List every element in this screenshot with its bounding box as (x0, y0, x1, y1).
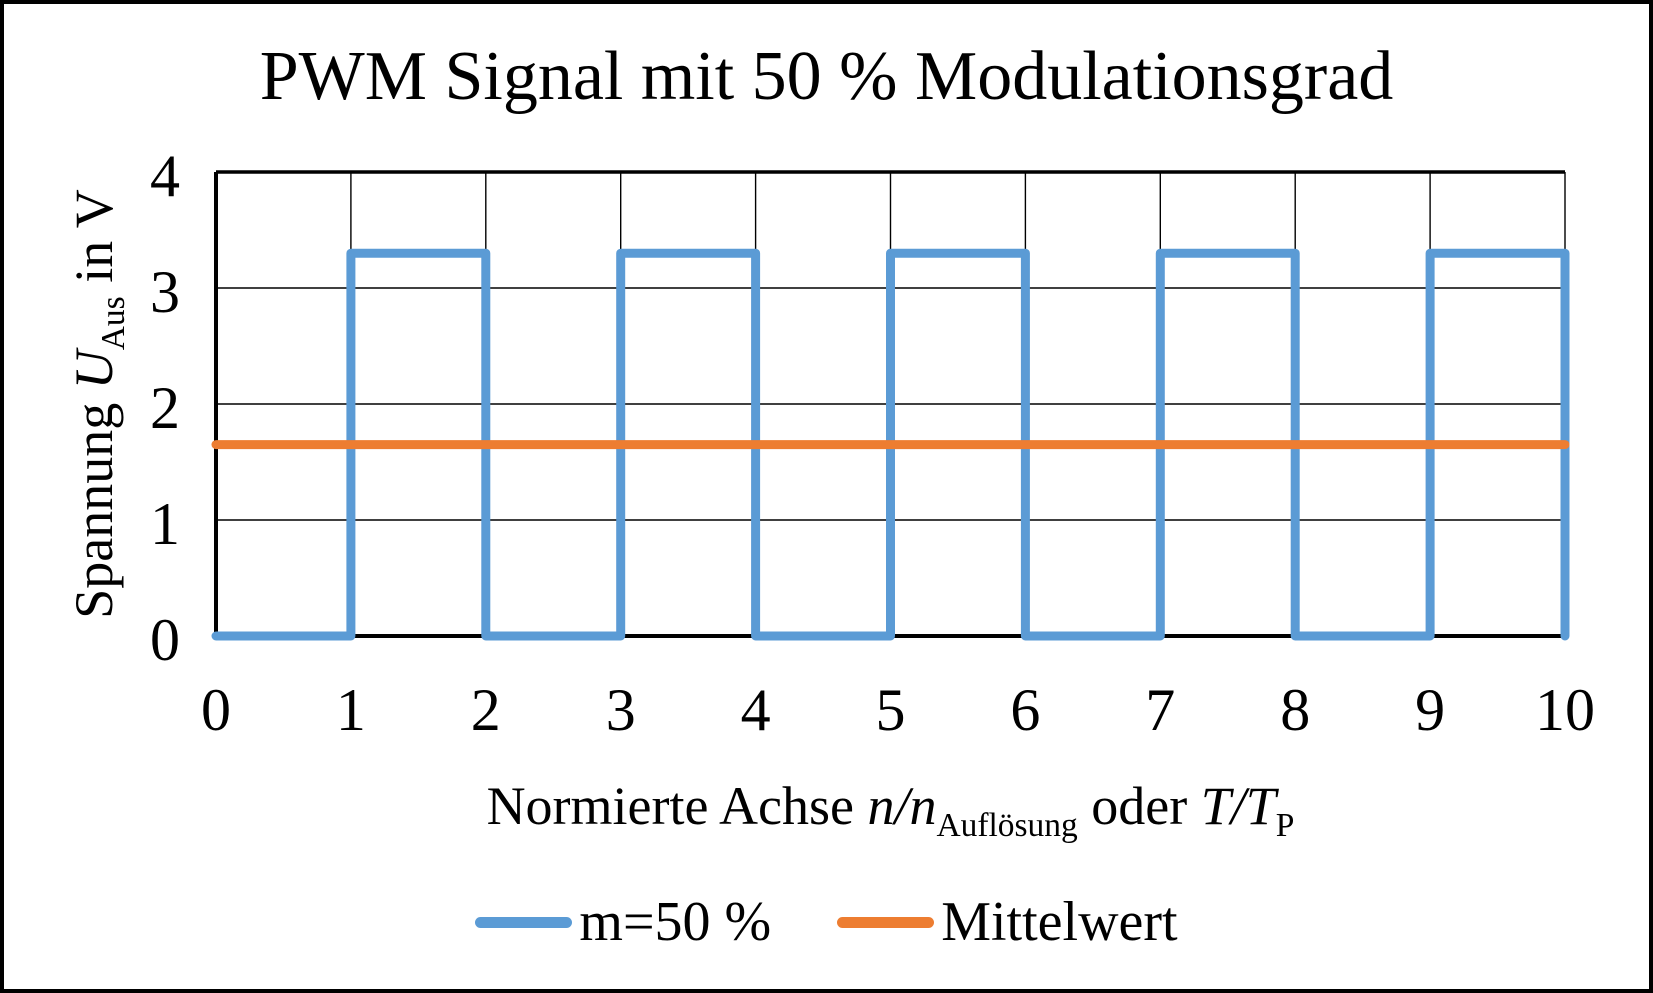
x-tick-label: 9 (1415, 677, 1446, 743)
x-axis-subscript-p: P (1275, 806, 1295, 844)
legend-swatch-icon (475, 916, 573, 928)
x-axis-variable-n: n/n (867, 776, 937, 836)
y-tick-label: 4 (150, 143, 180, 209)
legend: m=50 % Mittelwert (4, 894, 1649, 950)
x-tick-label: 0 (201, 677, 231, 743)
plot-area (211, 170, 1570, 641)
y-tick-label: 0 (150, 607, 180, 673)
series-line-1 (211, 248, 1570, 641)
x-axis-subscript-aufloesung: Auflösung (936, 806, 1078, 844)
x-tick-label: 1 (335, 677, 366, 743)
x-tick-label: 2 (470, 677, 501, 743)
legend-item-2: Mittelwert (837, 891, 1178, 953)
x-axis-oder-text: oder (1077, 776, 1201, 836)
x-tick-label: 7 (1145, 677, 1176, 743)
x-tick-label: 8 (1280, 677, 1311, 743)
y-tick-label: 3 (150, 259, 180, 325)
x-tick-label: 4 (740, 677, 771, 743)
x-axis-variable-t: T/T (1200, 776, 1276, 836)
x-tick-label: 3 (605, 677, 636, 743)
legend-label: m=50 % (579, 891, 772, 953)
y-tick-label: 2 (150, 375, 180, 441)
chart-title: PWM Signal mit 50 % Modulationsgrad (259, 38, 1394, 115)
legend-swatch-icon (837, 916, 935, 928)
y-tick-label: 1 (150, 491, 180, 557)
x-tick-label: 10 (1535, 677, 1595, 743)
x-axis-title: Normierte Achse n/nAuflösung oder T/TP (216, 774, 1565, 842)
x-axis-ticks: 0 1 2 3 4 5 6 7 8 9 10 (4, 680, 1649, 750)
legend-item-1: m=50 % (475, 894, 771, 950)
x-tick-label: 5 (875, 677, 906, 743)
x-tick-label: 6 (1010, 677, 1041, 743)
x-axis-title-text: Normierte Achse (486, 776, 868, 836)
legend-label: Mittelwert (941, 891, 1178, 953)
